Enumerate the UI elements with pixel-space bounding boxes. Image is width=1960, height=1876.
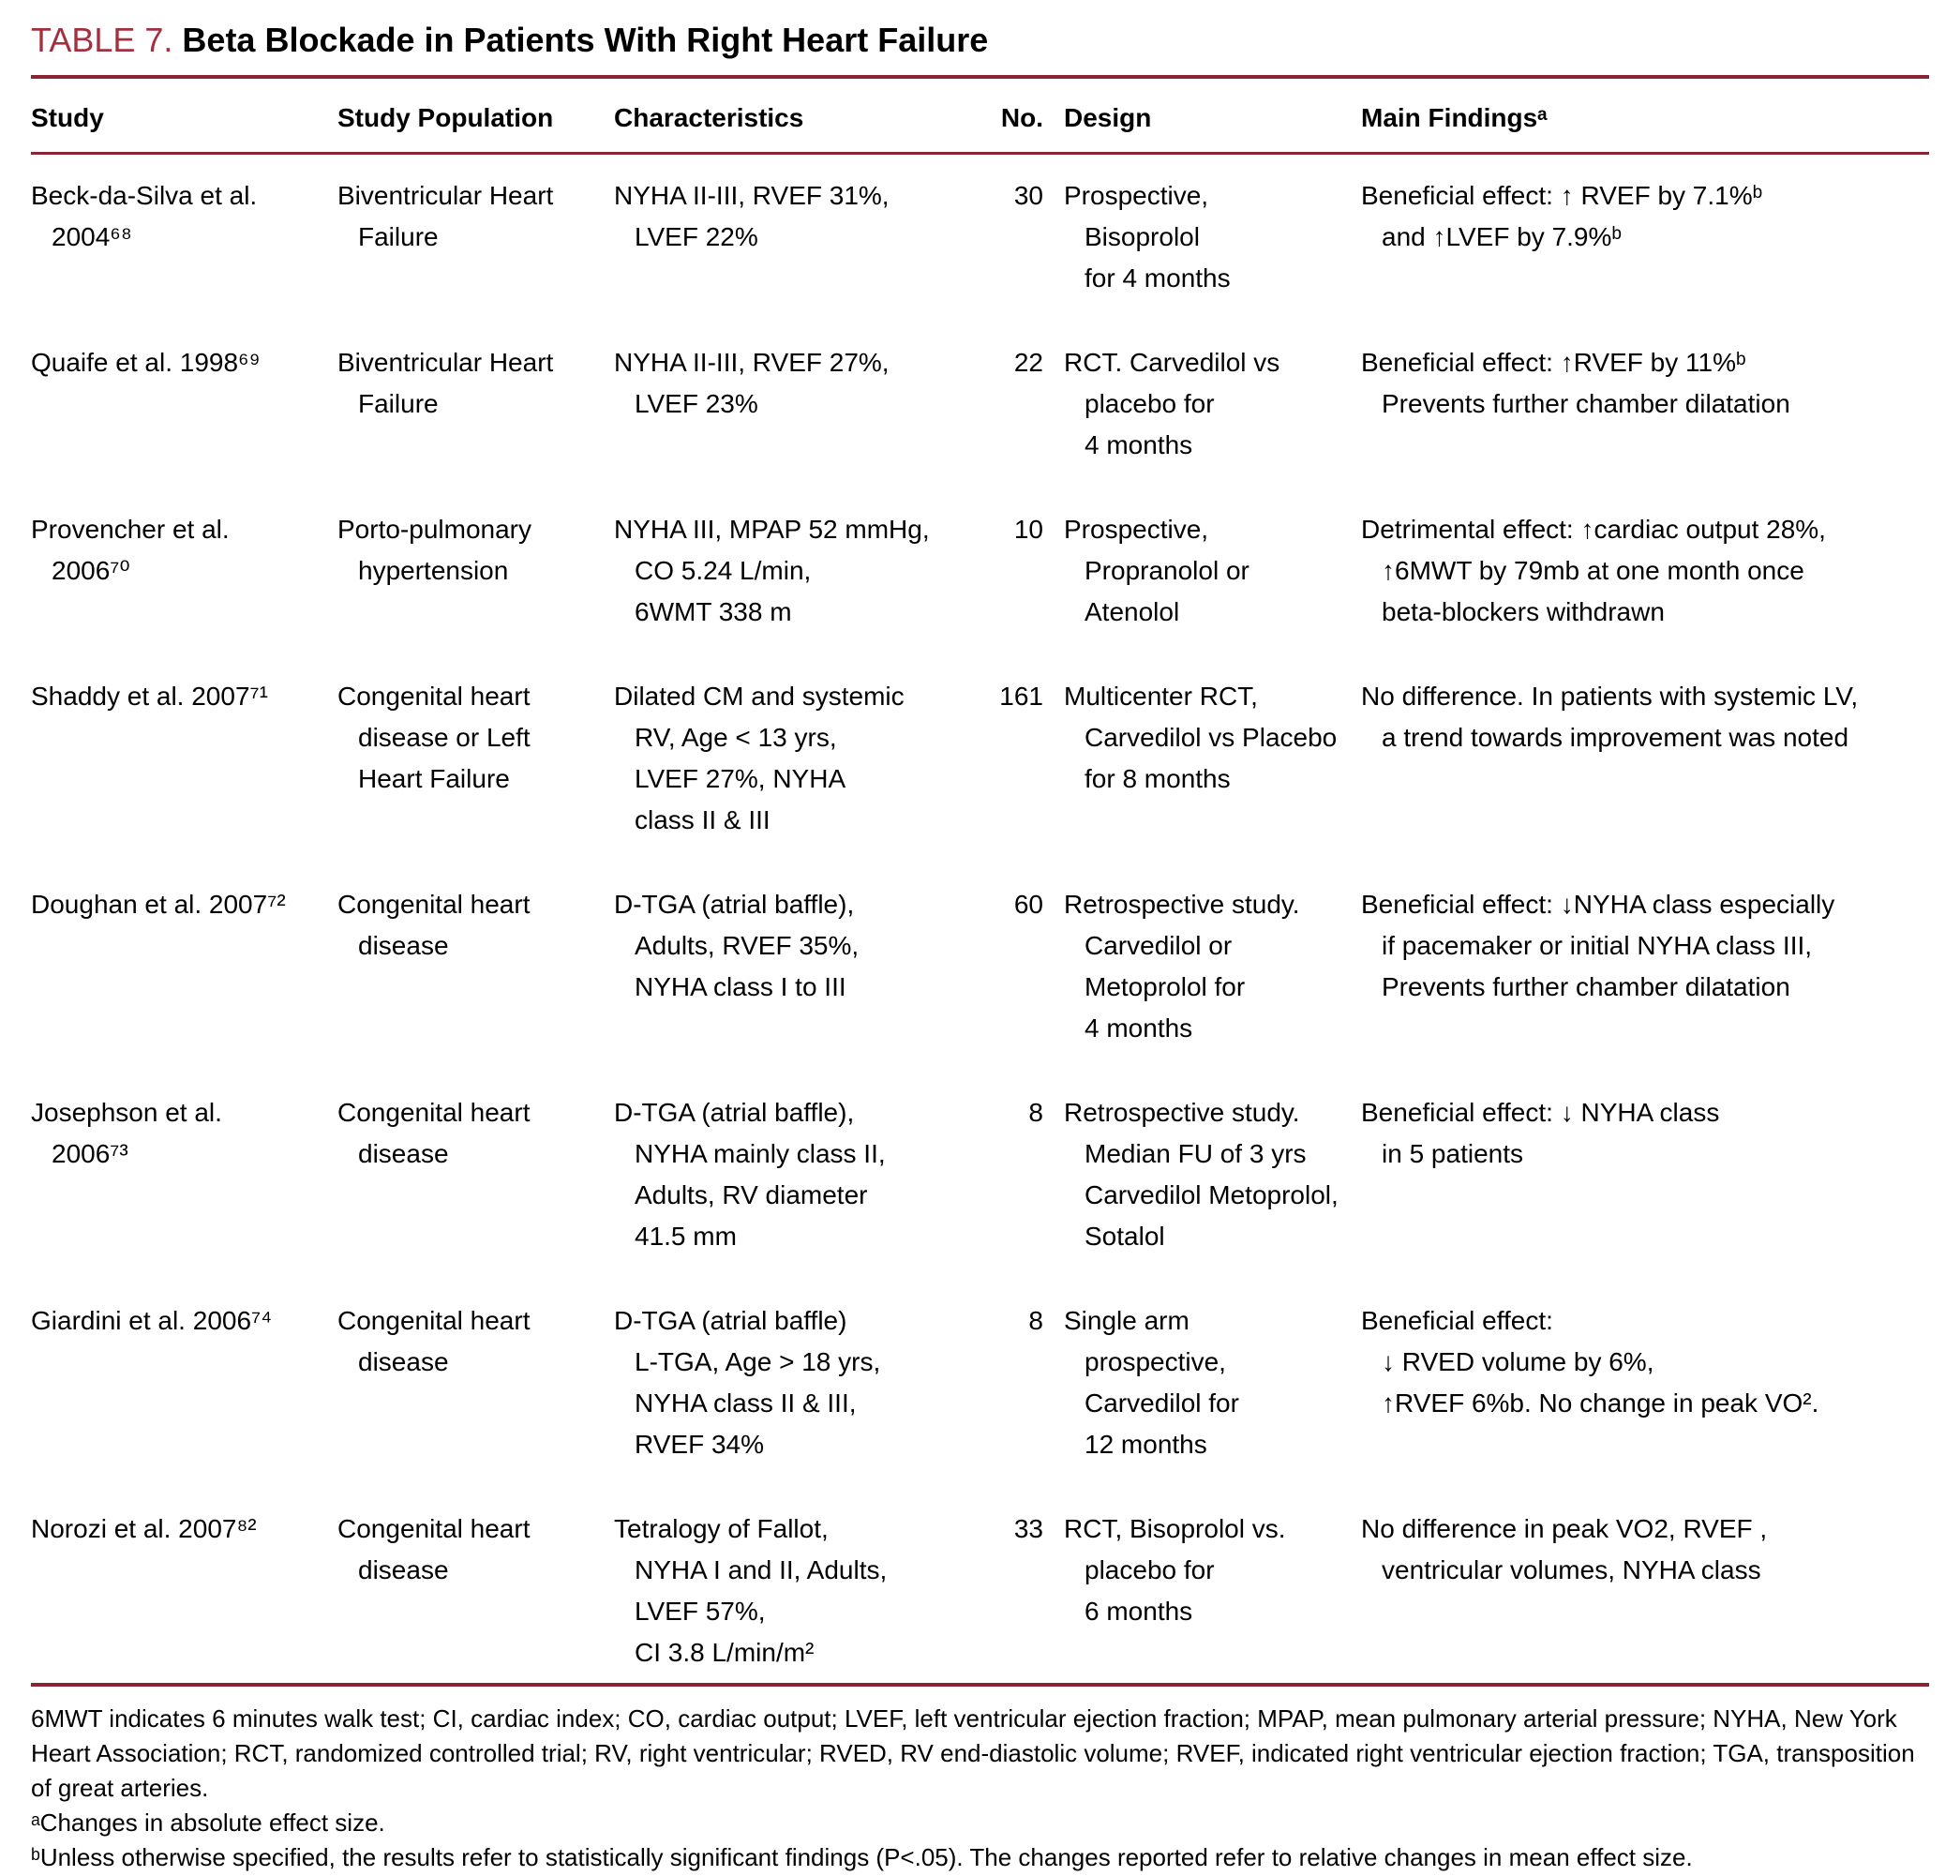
cell-design: Multicenter RCT, Carvedilol vs Placebo f… (1064, 682, 1338, 793)
cell-main-findings: Beneficial effect: ↓ NYHA class in 5 pat… (1361, 1098, 1720, 1168)
table-row: Quaife et al. 1998⁶⁹ Biventricular Heart… (31, 342, 1929, 509)
cell-characteristics: NYHA III, MPAP 52 mmHg, CO 5.24 L/min, 6… (614, 515, 930, 626)
table-title-text: Beta Blockade in Patients With Right Hea… (182, 21, 989, 59)
cell-main-findings: No difference. In patients with systemic… (1361, 682, 1859, 752)
table-row: Giardini et al. 2006⁷⁴ Congenital heart … (31, 1300, 1929, 1508)
cell-design: Prospective, Propranolol or Atenolol (1064, 515, 1249, 626)
cell-study: Doughan et al. 2007⁷² (31, 890, 286, 919)
col-header-characteristics: Characteristics (614, 75, 970, 155)
cell-main-findings: Detrimental effect: ↑cardiac output 28%,… (1361, 515, 1826, 626)
cell-no: 30 (1013, 181, 1043, 210)
cell-population: Biventricular Heart Failure (337, 181, 554, 251)
cell-no: 60 (1013, 890, 1043, 919)
cell-no: 10 (1013, 515, 1043, 544)
cell-study: Josephson et al. 2006⁷³ (31, 1098, 222, 1168)
cell-design: Single arm prospective, Carvedilol for 1… (1064, 1306, 1239, 1459)
cell-no: 22 (1013, 348, 1043, 377)
cell-design: Retrospective study. Carvedilol or Metop… (1064, 890, 1300, 1043)
cell-no: 8 (1028, 1098, 1043, 1127)
table-row: Doughan et al. 2007⁷² Congenital heart d… (31, 884, 1929, 1092)
cell-study: Shaddy et al. 2007⁷¹ (31, 682, 268, 711)
table-row: Norozi et al. 2007⁸² Congenital heart di… (31, 1508, 1929, 1685)
table-row: Shaddy et al. 2007⁷¹ Congenital heart di… (31, 676, 1929, 884)
cell-design: Retrospective study. Median FU of 3 yrs … (1064, 1098, 1339, 1251)
footnote-abbreviations: 6MWT indicates 6 minutes walk test; CI, … (31, 1704, 1915, 1802)
cell-characteristics: D-TGA (atrial baffle), Adults, RVEF 35%,… (614, 890, 860, 1001)
cell-characteristics: D-TGA (atrial baffle) L-TGA, Age > 18 yr… (614, 1306, 881, 1459)
cell-characteristics: Tetralogy of Fallot, NYHA I and II, Adul… (614, 1514, 888, 1667)
cell-no: 161 (999, 682, 1043, 711)
cell-no: 33 (1013, 1514, 1043, 1543)
cell-main-findings: No difference in peak VO2, RVEF , ventri… (1361, 1514, 1768, 1584)
cell-study: Quaife et al. 1998⁶⁹ (31, 348, 261, 377)
cell-characteristics: NYHA II-III, RVEF 31%, LVEF 22% (614, 181, 890, 251)
cell-study: Provencher et al. 2006⁷⁰ (31, 515, 230, 585)
cell-main-findings: Beneficial effect: ↑ RVEF by 7.1%ᵇ and ↑… (1361, 181, 1763, 251)
study-table: Study Study Population Characteristics N… (31, 75, 1929, 1687)
page-title: TABLE 7. Beta Blockade in Patients With … (31, 21, 1929, 60)
footnote-b: ᵇUnless otherwise specified, the results… (31, 1843, 1693, 1871)
cell-no: 8 (1028, 1306, 1043, 1335)
cell-main-findings: Beneficial effect: ↓ RVED volume by 6%, … (1361, 1306, 1819, 1418)
table-header-row: Study Study Population Characteristics N… (31, 75, 1929, 155)
table-page: TABLE 7. Beta Blockade in Patients With … (0, 21, 1960, 1875)
cell-design: RCT. Carvedilol vs placebo for 4 months (1064, 348, 1280, 459)
cell-population: Congenital heart disease (337, 1306, 531, 1376)
table-row: Provencher et al. 2006⁷⁰ Porto-pulmonary… (31, 509, 1929, 676)
table-number-label: TABLE 7. (31, 21, 173, 59)
table-row: Josephson et al. 2006⁷³ Congenital heart… (31, 1092, 1929, 1300)
col-header-study: Study (31, 75, 337, 155)
cell-population: Congenital heart disease (337, 1098, 531, 1168)
cell-design: Prospective, Bisoprolol for 4 months (1064, 181, 1231, 293)
table-footnotes: 6MWT indicates 6 minutes walk test; CI, … (31, 1702, 1929, 1875)
cell-population: Congenital heart disease or Left Heart F… (337, 682, 531, 793)
cell-main-findings: Beneficial effect: ↓NYHA class especiall… (1361, 890, 1835, 1001)
cell-design: RCT, Bisoprolol vs. placebo for 6 months (1064, 1514, 1286, 1626)
cell-population: Congenital heart disease (337, 890, 531, 960)
cell-population: Congenital heart disease (337, 1514, 531, 1584)
cell-study: Giardini et al. 2006⁷⁴ (31, 1306, 273, 1335)
cell-population: Biventricular Heart Failure (337, 348, 554, 418)
cell-characteristics: D-TGA (atrial baffle), NYHA mainly class… (614, 1098, 886, 1251)
cell-study: Norozi et al. 2007⁸² (31, 1514, 257, 1543)
cell-characteristics: Dilated CM and systemic RV, Age < 13 yrs… (614, 682, 905, 834)
footnote-a: ᵃChanges in absolute effect size. (31, 1808, 385, 1837)
cell-population: Porto-pulmonary hypertension (337, 515, 531, 585)
cell-study: Beck-da-Silva et al. 2004⁶⁸ (31, 181, 258, 251)
cell-main-findings: Beneficial effect: ↑RVEF by 11%ᵇ Prevent… (1361, 348, 1790, 418)
cell-characteristics: NYHA II-III, RVEF 27%, LVEF 23% (614, 348, 890, 418)
table-row: Beck-da-Silva et al. 2004⁶⁸ Biventricula… (31, 154, 1929, 343)
col-header-main-findings: Main Findingsᵃ (1361, 75, 1929, 155)
col-header-population: Study Population (337, 75, 614, 155)
col-header-design: Design (1043, 75, 1361, 155)
col-header-no: No. (970, 75, 1043, 155)
